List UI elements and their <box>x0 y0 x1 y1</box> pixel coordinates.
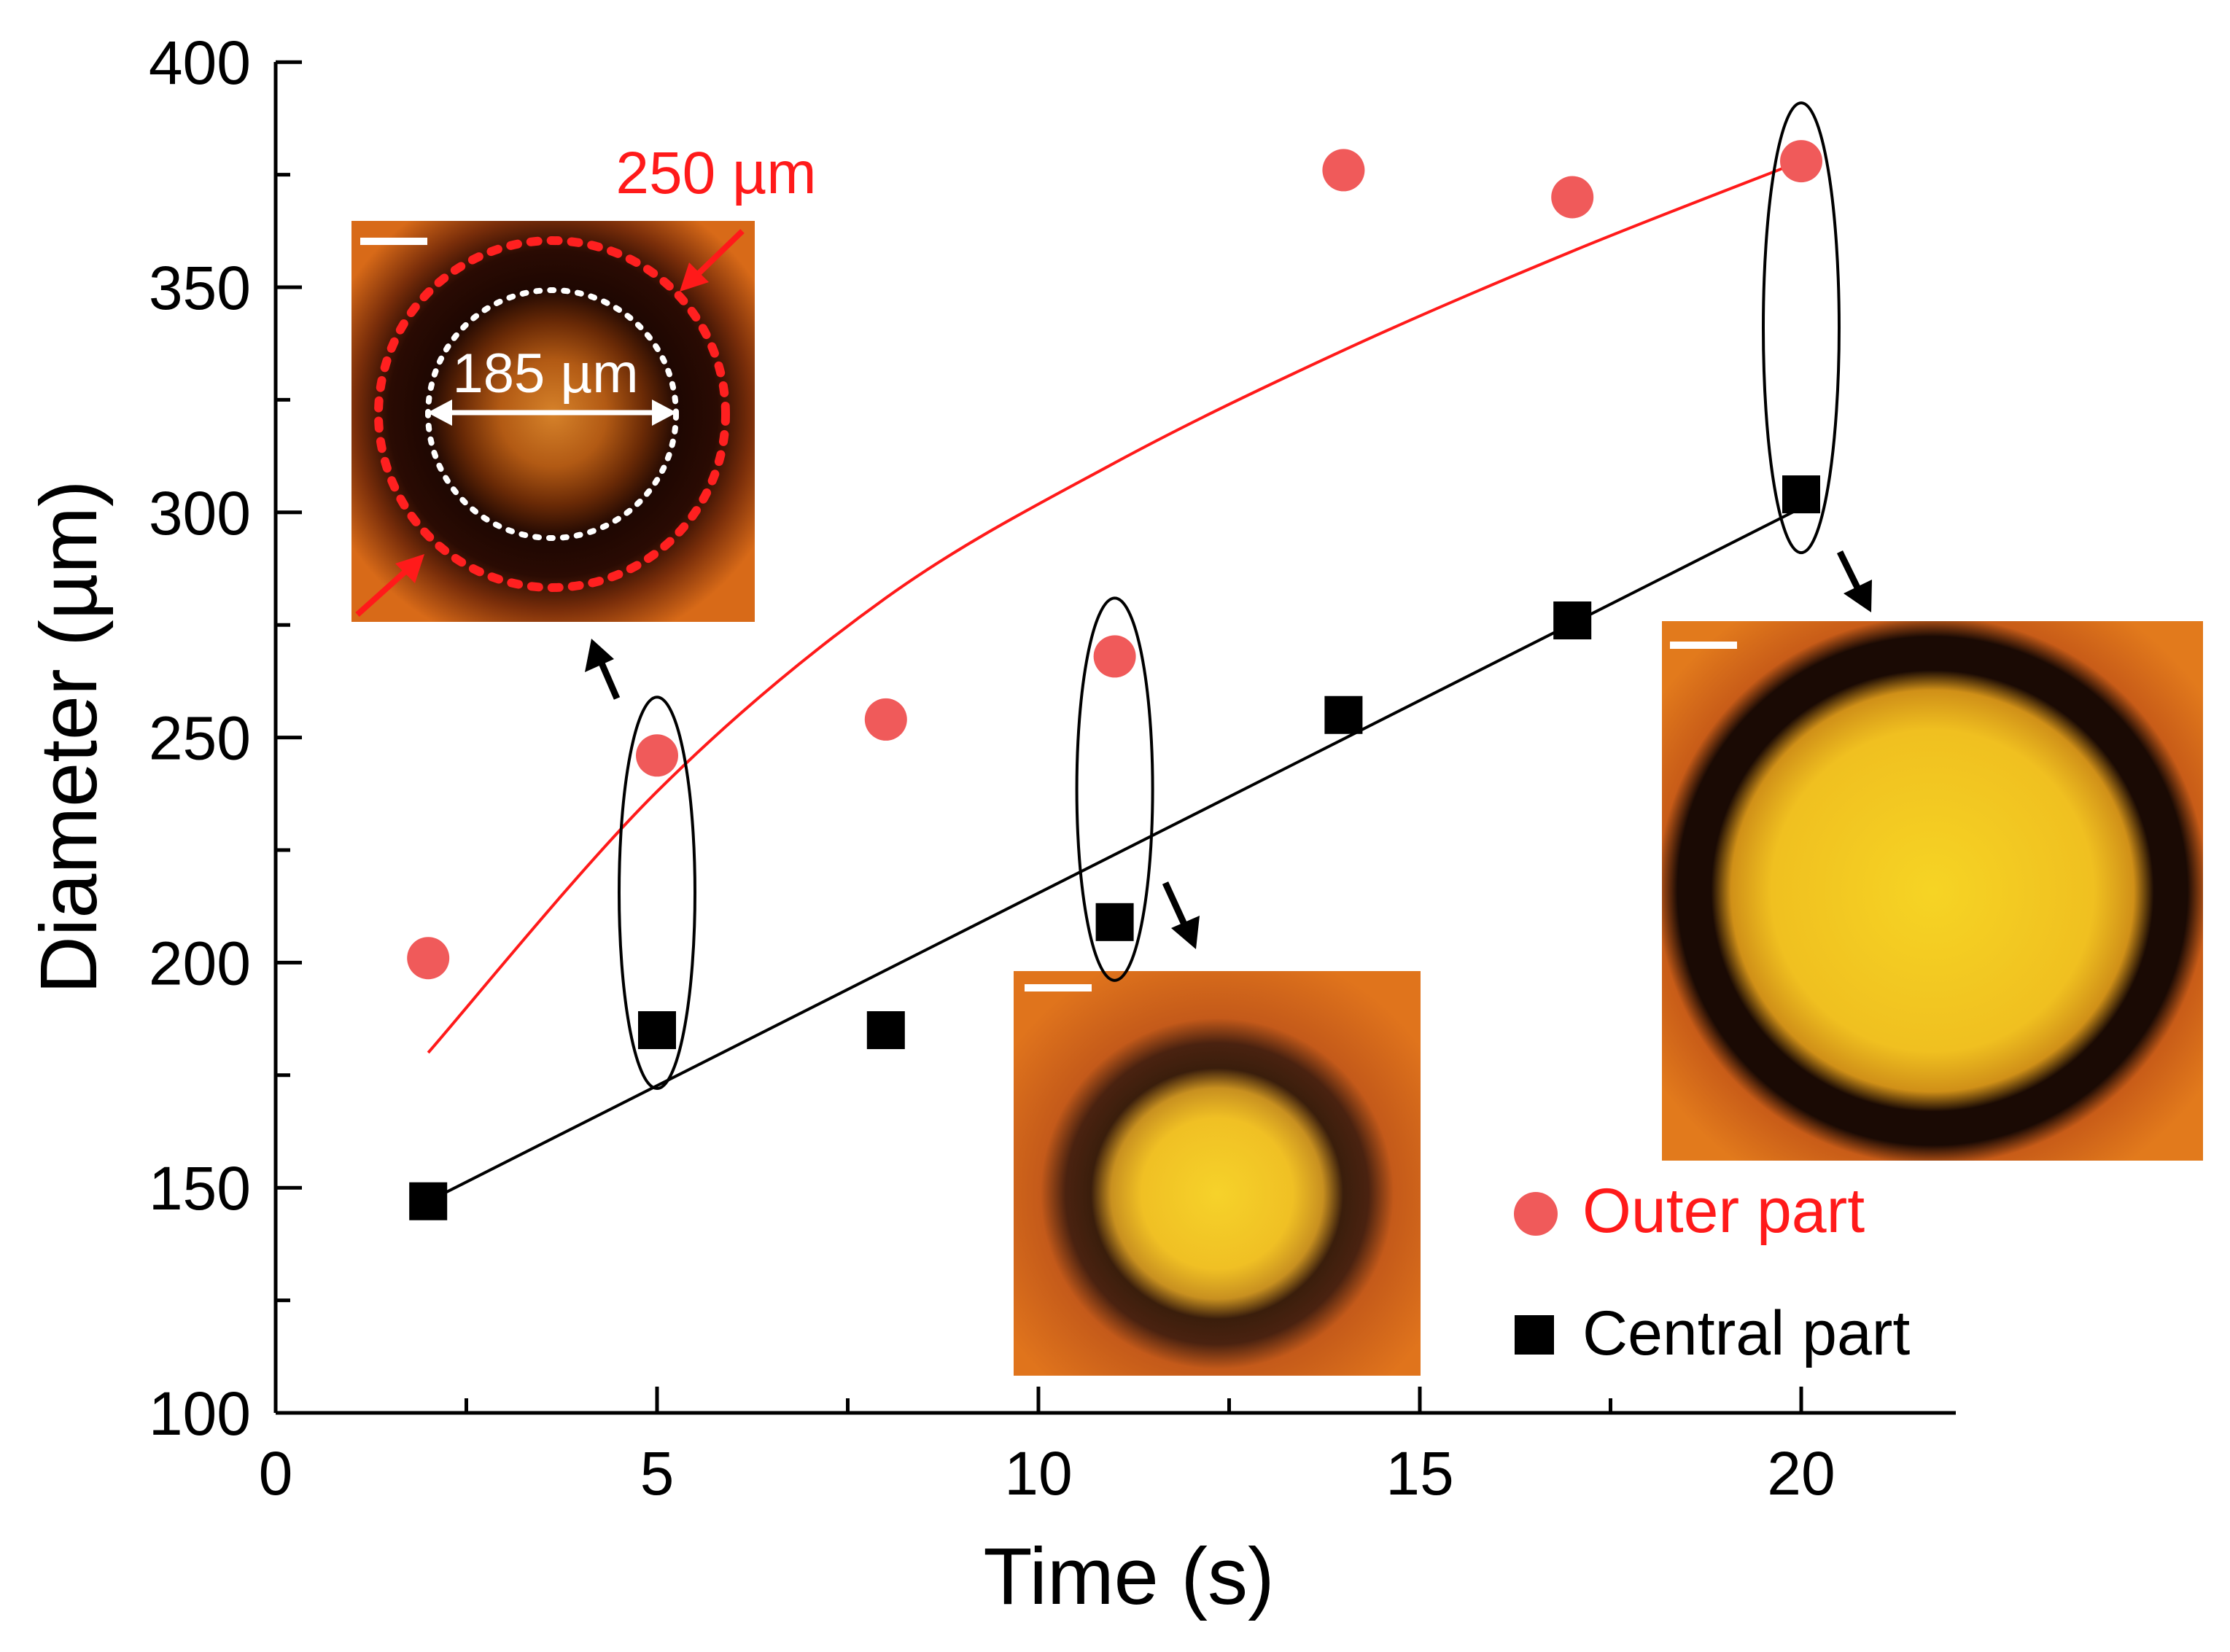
highlight-ellipse <box>1762 101 1841 555</box>
outer-part-point <box>1551 176 1594 219</box>
outer-part-point <box>1093 635 1136 678</box>
x-tick-label: 5 <box>640 1439 675 1508</box>
y-tick-label: 350 <box>149 254 251 322</box>
outer-diameter-arrows <box>355 229 745 617</box>
highlight-ellipses <box>618 101 1841 1091</box>
highlight-ellipse <box>618 696 696 1091</box>
scale-bar <box>1025 984 1092 991</box>
central-part-point <box>1782 475 1820 514</box>
legend-label-central: Central part <box>1582 1298 1910 1368</box>
outer-part-markers <box>407 140 1822 980</box>
legend-marker-central <box>1515 1315 1554 1355</box>
central-part-markers <box>409 475 1820 1220</box>
legend: Outer part Central part <box>1514 1176 1910 1368</box>
central-part-point <box>638 1011 676 1050</box>
arrowhead-right <box>652 400 677 426</box>
y-tick-label: 150 <box>149 1154 251 1223</box>
highlight-ellipse <box>1075 596 1154 982</box>
inset-image-t20 <box>1662 621 2203 1161</box>
outer-part-point <box>636 734 678 777</box>
central-part-point <box>1324 696 1363 734</box>
legend-marker-outer <box>1514 1192 1558 1236</box>
x-tick-label: 20 <box>1767 1439 1835 1508</box>
central-part-point <box>409 1182 448 1220</box>
outer-diameter-label: 250 µm <box>615 140 816 206</box>
central-part-point <box>1095 903 1134 941</box>
x-tick-label: 0 <box>259 1439 293 1508</box>
outer-part-point <box>1322 149 1365 192</box>
y-axis-label: Diameter (µm) <box>24 480 114 994</box>
y-tick-label: 400 <box>149 28 251 97</box>
outer-part-point <box>1780 140 1822 183</box>
inset-image-t11 <box>1014 971 1421 1376</box>
y-tick-label: 250 <box>149 704 251 773</box>
x-tick-label: 10 <box>1004 1439 1072 1508</box>
outer-boundary-circle <box>374 236 730 592</box>
x-axis-label: Time (s) <box>983 1532 1274 1621</box>
x-ticks: 0 5 10 15 20 <box>259 1387 1835 1508</box>
scale-bar <box>360 238 427 245</box>
inner-boundary-circle <box>425 287 679 541</box>
y-tick-label: 300 <box>149 479 251 548</box>
scale-bar <box>1670 642 1737 649</box>
y-tick-label: 100 <box>149 1379 251 1448</box>
central-part-point <box>1553 601 1592 640</box>
arrowhead-left <box>427 400 452 426</box>
y-tick-label: 200 <box>149 929 251 997</box>
y-ticks: 100 150 200 250 300 350 400 <box>149 28 302 1448</box>
x-tick-label: 15 <box>1386 1439 1453 1508</box>
outer-part-point <box>407 937 450 980</box>
inset-link-arrows <box>585 550 1872 949</box>
outer-fit-curve <box>427 160 1802 1054</box>
legend-label-outer: Outer part <box>1582 1176 1865 1246</box>
inner-diameter-label: 185 µm <box>452 343 638 405</box>
outer-part-point <box>864 698 907 741</box>
central-part-point <box>866 1011 905 1050</box>
